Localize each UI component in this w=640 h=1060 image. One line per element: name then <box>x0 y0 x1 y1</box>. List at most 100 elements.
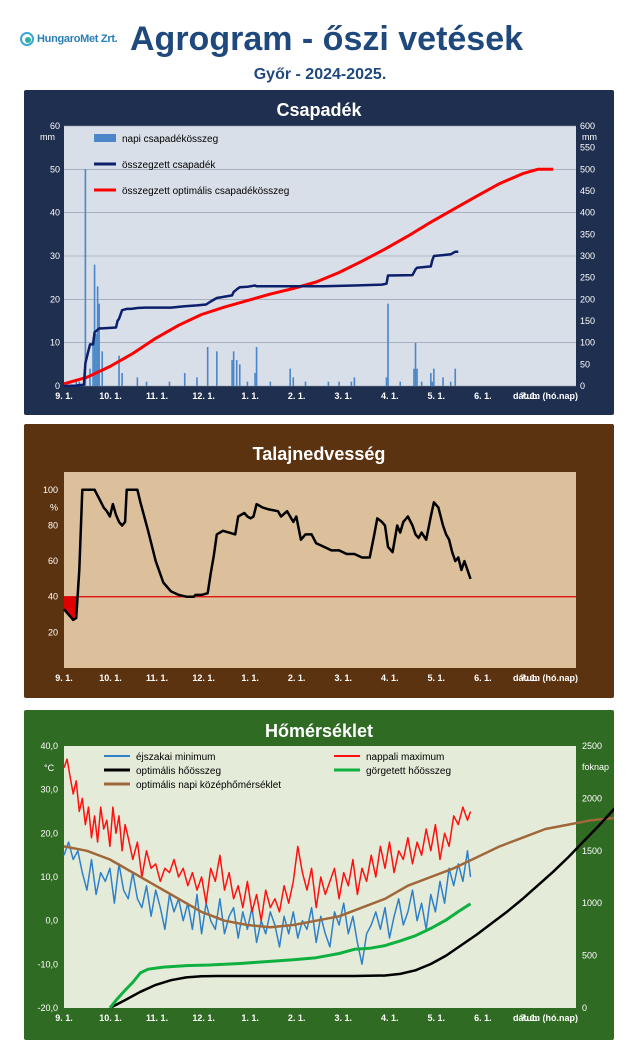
y-axis-label: mm <box>40 132 55 142</box>
precip-bar <box>92 342 94 386</box>
x-tick-label: 2. 1. <box>288 673 306 683</box>
x-tick-label: 2. 1. <box>288 391 306 401</box>
precip-bar <box>304 381 307 386</box>
legend-label: összegzett csapadék <box>122 160 216 171</box>
x-tick-label: 3. 1. <box>334 1013 352 1023</box>
x-tick-label: 2. 1. <box>288 1013 306 1023</box>
x-tick-label: 10. 1. <box>99 391 122 401</box>
optimal-daily-mean-line <box>63 816 614 929</box>
precip-bar <box>292 377 295 386</box>
y-tick-label: 40,0 <box>40 741 58 751</box>
x-tick-label: 6. 1. <box>474 391 492 401</box>
plot-area <box>64 746 576 1008</box>
x-tick-label: 1. 1. <box>241 1013 259 1023</box>
x-tick-label: 9. 1. <box>55 391 73 401</box>
plot-area <box>64 472 576 668</box>
y-tick-label: 10 <box>50 338 60 348</box>
precip-bar <box>216 351 218 386</box>
soil-moisture-line <box>63 488 472 622</box>
precip-bar <box>338 381 340 386</box>
x-tick-label: 5. 1. <box>428 391 446 401</box>
precip-bar <box>414 342 417 386</box>
deficit-area <box>64 596 78 620</box>
legend-label: görgetett hőösszeg <box>366 766 451 777</box>
precip-bar <box>168 381 171 386</box>
hungaromet-logo[interactable]: HungaroMet Zrt. <box>20 32 118 46</box>
temperature-chart: Hőmérséklet 9. 1. 10. 1. 11. 1. 12. 1. 1. 1. 2… <box>24 710 614 1040</box>
optimal-cumulative-line <box>63 167 554 386</box>
legend-label: optimális napi középhőmérséklet <box>136 780 281 791</box>
precip-bar <box>353 377 356 386</box>
y-tick-label: -20,0 <box>37 1003 58 1013</box>
precip-bar <box>232 351 235 386</box>
soil-moisture-chart: Talajnedvesség 9. 1. 10. 1. 11. 1. 12. 1. 1. … <box>24 424 614 698</box>
y2-tick-label: 0 <box>580 381 585 391</box>
x-tick-label: 12. 1. <box>192 391 215 401</box>
legend-label: optimális hőösszeg <box>136 766 221 777</box>
y2-tick-label: 2500 <box>582 741 602 751</box>
precip-bar <box>289 368 291 386</box>
precipitation-chart-panel: Csapadék 9. 1. 10. 1. 11. 1. 12. 1. 1. 1. 2. 1… <box>24 90 614 415</box>
y2-tick-label: 150 <box>580 316 595 326</box>
x-tick-label: 6. 1. <box>474 673 492 683</box>
y-tick-label: 40 <box>50 208 60 218</box>
precip-bar <box>433 368 435 386</box>
precip-bar <box>238 364 241 386</box>
x-axis-label: dátum (hó.nap) <box>513 1013 578 1023</box>
x-axis-label: dátum (hó.nap) <box>513 391 578 401</box>
legend-swatch-bar <box>94 134 116 142</box>
y2-axis-label: foknap <box>582 762 609 772</box>
y-tick-label: 60 <box>50 121 60 131</box>
precip-bar <box>327 381 330 386</box>
y-tick-label: -10,0 <box>37 959 58 969</box>
x-tick-label: 5. 1. <box>428 1013 446 1023</box>
y2-tick-label: 250 <box>580 273 595 283</box>
precip-bar <box>145 381 148 386</box>
night-min-line <box>63 841 472 966</box>
legend-label: éjszakai minimum <box>136 752 215 763</box>
x-tick-label: 4. 1. <box>381 673 399 683</box>
precip-bar <box>449 381 452 386</box>
y2-tick-label: 50 <box>580 359 590 369</box>
precip-bar <box>387 303 389 386</box>
y2-tick-label: 350 <box>580 229 595 239</box>
y2-tick-label: 400 <box>580 208 595 218</box>
precip-bar <box>95 334 97 386</box>
precip-bar <box>350 381 353 386</box>
precip-bar <box>416 368 418 386</box>
y-tick-label: 10,0 <box>40 872 58 882</box>
precip-bar <box>183 373 186 386</box>
y2-tick-label: 500 <box>580 164 595 174</box>
chart-title: Hőmérséklet <box>265 721 373 741</box>
y2-tick-label: 200 <box>580 294 595 304</box>
y2-tick-label: 0 <box>582 1003 587 1013</box>
x-tick-label: 12. 1. <box>192 1013 215 1023</box>
legend-label: nappali maximum <box>366 752 444 763</box>
precip-bar <box>121 373 123 386</box>
y-tick-label: 0 <box>55 381 60 391</box>
x-tick-label: 7. 1. <box>521 1013 539 1023</box>
x-tick-label: 9. 1. <box>55 673 73 683</box>
y-tick-label: 50 <box>50 164 60 174</box>
y-tick-label: 100 <box>43 485 58 495</box>
precip-bar <box>96 286 99 386</box>
y2-tick-label: 500 <box>582 951 597 961</box>
page-title: Agrogram - őszi vetések <box>130 20 524 58</box>
y2-tick-label: 450 <box>580 186 595 196</box>
precip-bar <box>246 381 249 386</box>
precip-bar <box>454 368 457 386</box>
y2-tick-label: 100 <box>580 338 595 348</box>
y-tick-label: 40 <box>48 592 58 602</box>
legend-label: napi csapadékösszeg <box>122 134 218 145</box>
x-tick-label: 11. 1. <box>146 673 168 683</box>
precip-bar <box>84 169 87 386</box>
x-tick-label: 12. 1. <box>192 673 215 683</box>
precipitation-chart: Csapadék 9. 1. 10. 1. 11. 1. 12. 1. 1. 1. 2. 1… <box>24 90 614 415</box>
day-max-line <box>63 758 472 922</box>
precip-bar <box>442 377 444 386</box>
cumulative-precip-line <box>63 250 459 388</box>
y2-tick-label: 2000 <box>582 793 602 803</box>
y2-tick-label: 300 <box>580 251 595 261</box>
soil-moisture-chart-panel: Talajnedvesség 9. 1. 10. 1. 11. 1. 12. 1. 1. … <box>24 424 614 698</box>
logo-mark-icon <box>20 32 34 46</box>
